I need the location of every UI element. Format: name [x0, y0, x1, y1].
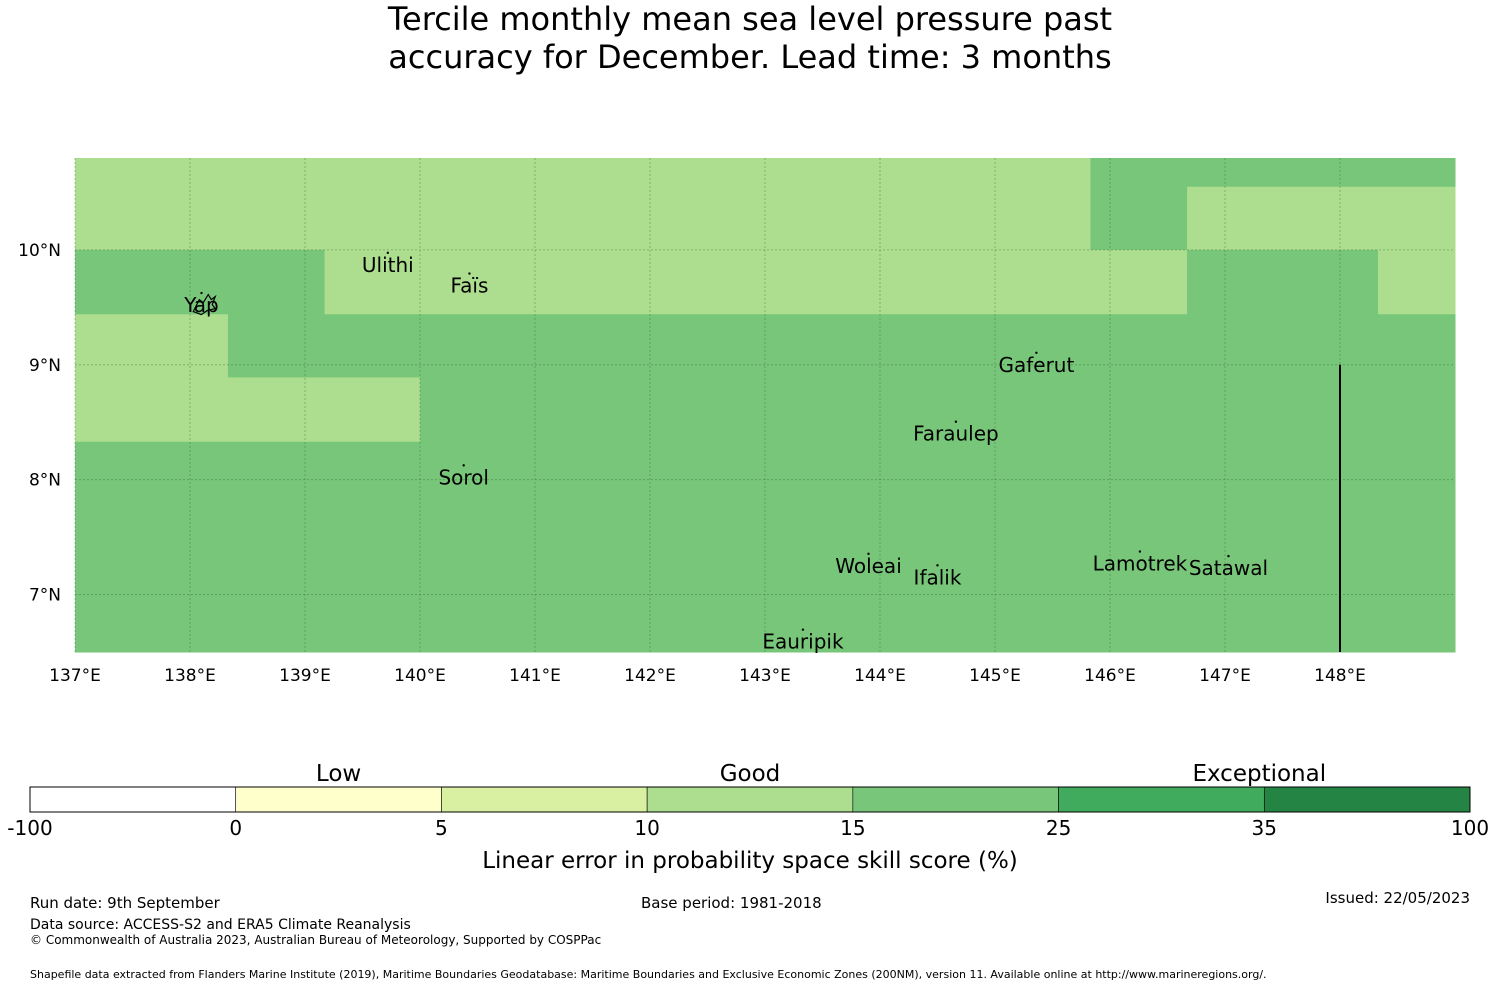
legend-tick-label: 5	[435, 816, 448, 840]
skill-region-9	[227, 314, 1456, 378]
place-label-yap: Yap	[183, 293, 218, 317]
lon-tick-label: 138°E	[164, 666, 216, 686]
legend-colorbar-frame	[29, 786, 1471, 813]
chart-title-line-2: accuracy for December. Lead time: 3 mont…	[388, 38, 1112, 76]
skill-region-3	[1187, 186, 1456, 251]
legend-tick-label: 10	[634, 816, 659, 840]
place-label-ifalik: Ifalik	[914, 565, 962, 589]
place-label-eauripik: Eauripik	[762, 630, 844, 654]
lon-tick-label: 139°E	[279, 666, 331, 686]
skill-region-0	[75, 158, 1091, 251]
legend-bin-25-to-35	[1058, 786, 1265, 813]
legend-bin--100-to-0	[29, 786, 237, 813]
chart-title: Tercile monthly mean sea level pressure …	[0, 0, 1500, 76]
lat-tick-label: 8°N	[29, 471, 61, 491]
lon-tick-label: 137°E	[49, 666, 101, 686]
island-marker	[954, 420, 958, 423]
place-label-faïs: Faïs	[450, 274, 488, 298]
island-marker	[462, 464, 465, 467]
skill-region-1	[1090, 158, 1188, 251]
place-label-satawal: Satawal	[1189, 556, 1268, 580]
legend-category-exceptional: Exceptional	[1192, 761, 1326, 787]
copyright: © Commonwealth of Australia 2023, Austra…	[30, 933, 602, 947]
base-period: Base period: 1981-2018	[641, 894, 822, 912]
run-date: Run date: 9th September	[30, 894, 220, 912]
legend-tick-label: 25	[1046, 816, 1071, 840]
island-marker	[386, 251, 389, 255]
island-marker	[867, 552, 870, 556]
island-marker	[1138, 550, 1142, 553]
place-label-ulithi: Ulithi	[362, 253, 414, 277]
legend-tick-label: 0	[229, 816, 242, 840]
skill-region-4	[75, 249, 326, 315]
lon-tick-label: 144°E	[854, 666, 906, 686]
place-label-gaferut: Gaferut	[998, 353, 1074, 377]
lon-tick-label: 141°E	[509, 666, 561, 686]
island-marker	[468, 272, 471, 275]
chart-title-line-1: Tercile monthly mean sea level pressure …	[387, 0, 1113, 38]
place-label-faraulep: Faraulep	[913, 422, 999, 446]
island-marker	[936, 564, 939, 567]
legend-tick-label: 15	[840, 816, 865, 840]
place-label-sorol: Sorol	[438, 465, 489, 489]
skill-region-2	[1187, 158, 1456, 188]
lon-tick-label: 148°E	[1314, 666, 1366, 686]
legend-bin-0-to-5	[235, 786, 442, 813]
island-marker	[1035, 351, 1038, 354]
skill-region-8	[75, 314, 229, 378]
island-marker	[200, 291, 203, 295]
lon-tick-label: 142°E	[624, 666, 676, 686]
legend-category-good: Good	[720, 761, 781, 787]
legend-bin-10-to-15	[646, 786, 854, 813]
skill-region-10	[75, 377, 421, 443]
place-label-woleai: Woleai	[835, 554, 902, 578]
skill-region-12	[75, 441, 1456, 653]
legend-bin-15-to-25	[852, 786, 1059, 813]
skill-region-7	[1377, 249, 1456, 315]
lon-tick-label: 146°E	[1084, 666, 1136, 686]
lon-tick-label: 143°E	[739, 666, 791, 686]
shapefile-credit: Shapefile data extracted from Flanders M…	[30, 968, 1267, 981]
island-marker	[1227, 554, 1230, 558]
lat-tick-label: 10°N	[18, 241, 61, 261]
skill-region-6	[1187, 249, 1379, 315]
legend-tick-label: 100	[1451, 816, 1489, 840]
legend-bin-5-to-10	[441, 786, 648, 813]
lat-tick-label: 9°N	[29, 356, 61, 376]
legend-bin-35-to-100	[1263, 786, 1471, 813]
data-source: Data source: ACCESS-S2 and ERA5 Climate …	[30, 917, 411, 933]
legend-tick-label: -100	[7, 816, 52, 840]
skill-region-5	[324, 249, 1188, 315]
lon-tick-label: 140°E	[394, 666, 446, 686]
legend-tick-label: 35	[1252, 816, 1277, 840]
yap-island-outline	[192, 293, 217, 316]
island-marker	[801, 628, 805, 631]
legend-category-low: Low	[316, 761, 361, 787]
lon-tick-label: 147°E	[1199, 666, 1251, 686]
issued-date: Issued: 22/05/2023	[1325, 889, 1470, 907]
skill-region-11	[420, 377, 1456, 443]
lat-tick-label: 7°N	[29, 586, 61, 606]
legend-axis-label: Linear error in probability space skill …	[482, 848, 1018, 874]
lon-tick-label: 145°E	[969, 666, 1021, 686]
place-label-lamotrek: Lamotrek	[1093, 552, 1188, 576]
